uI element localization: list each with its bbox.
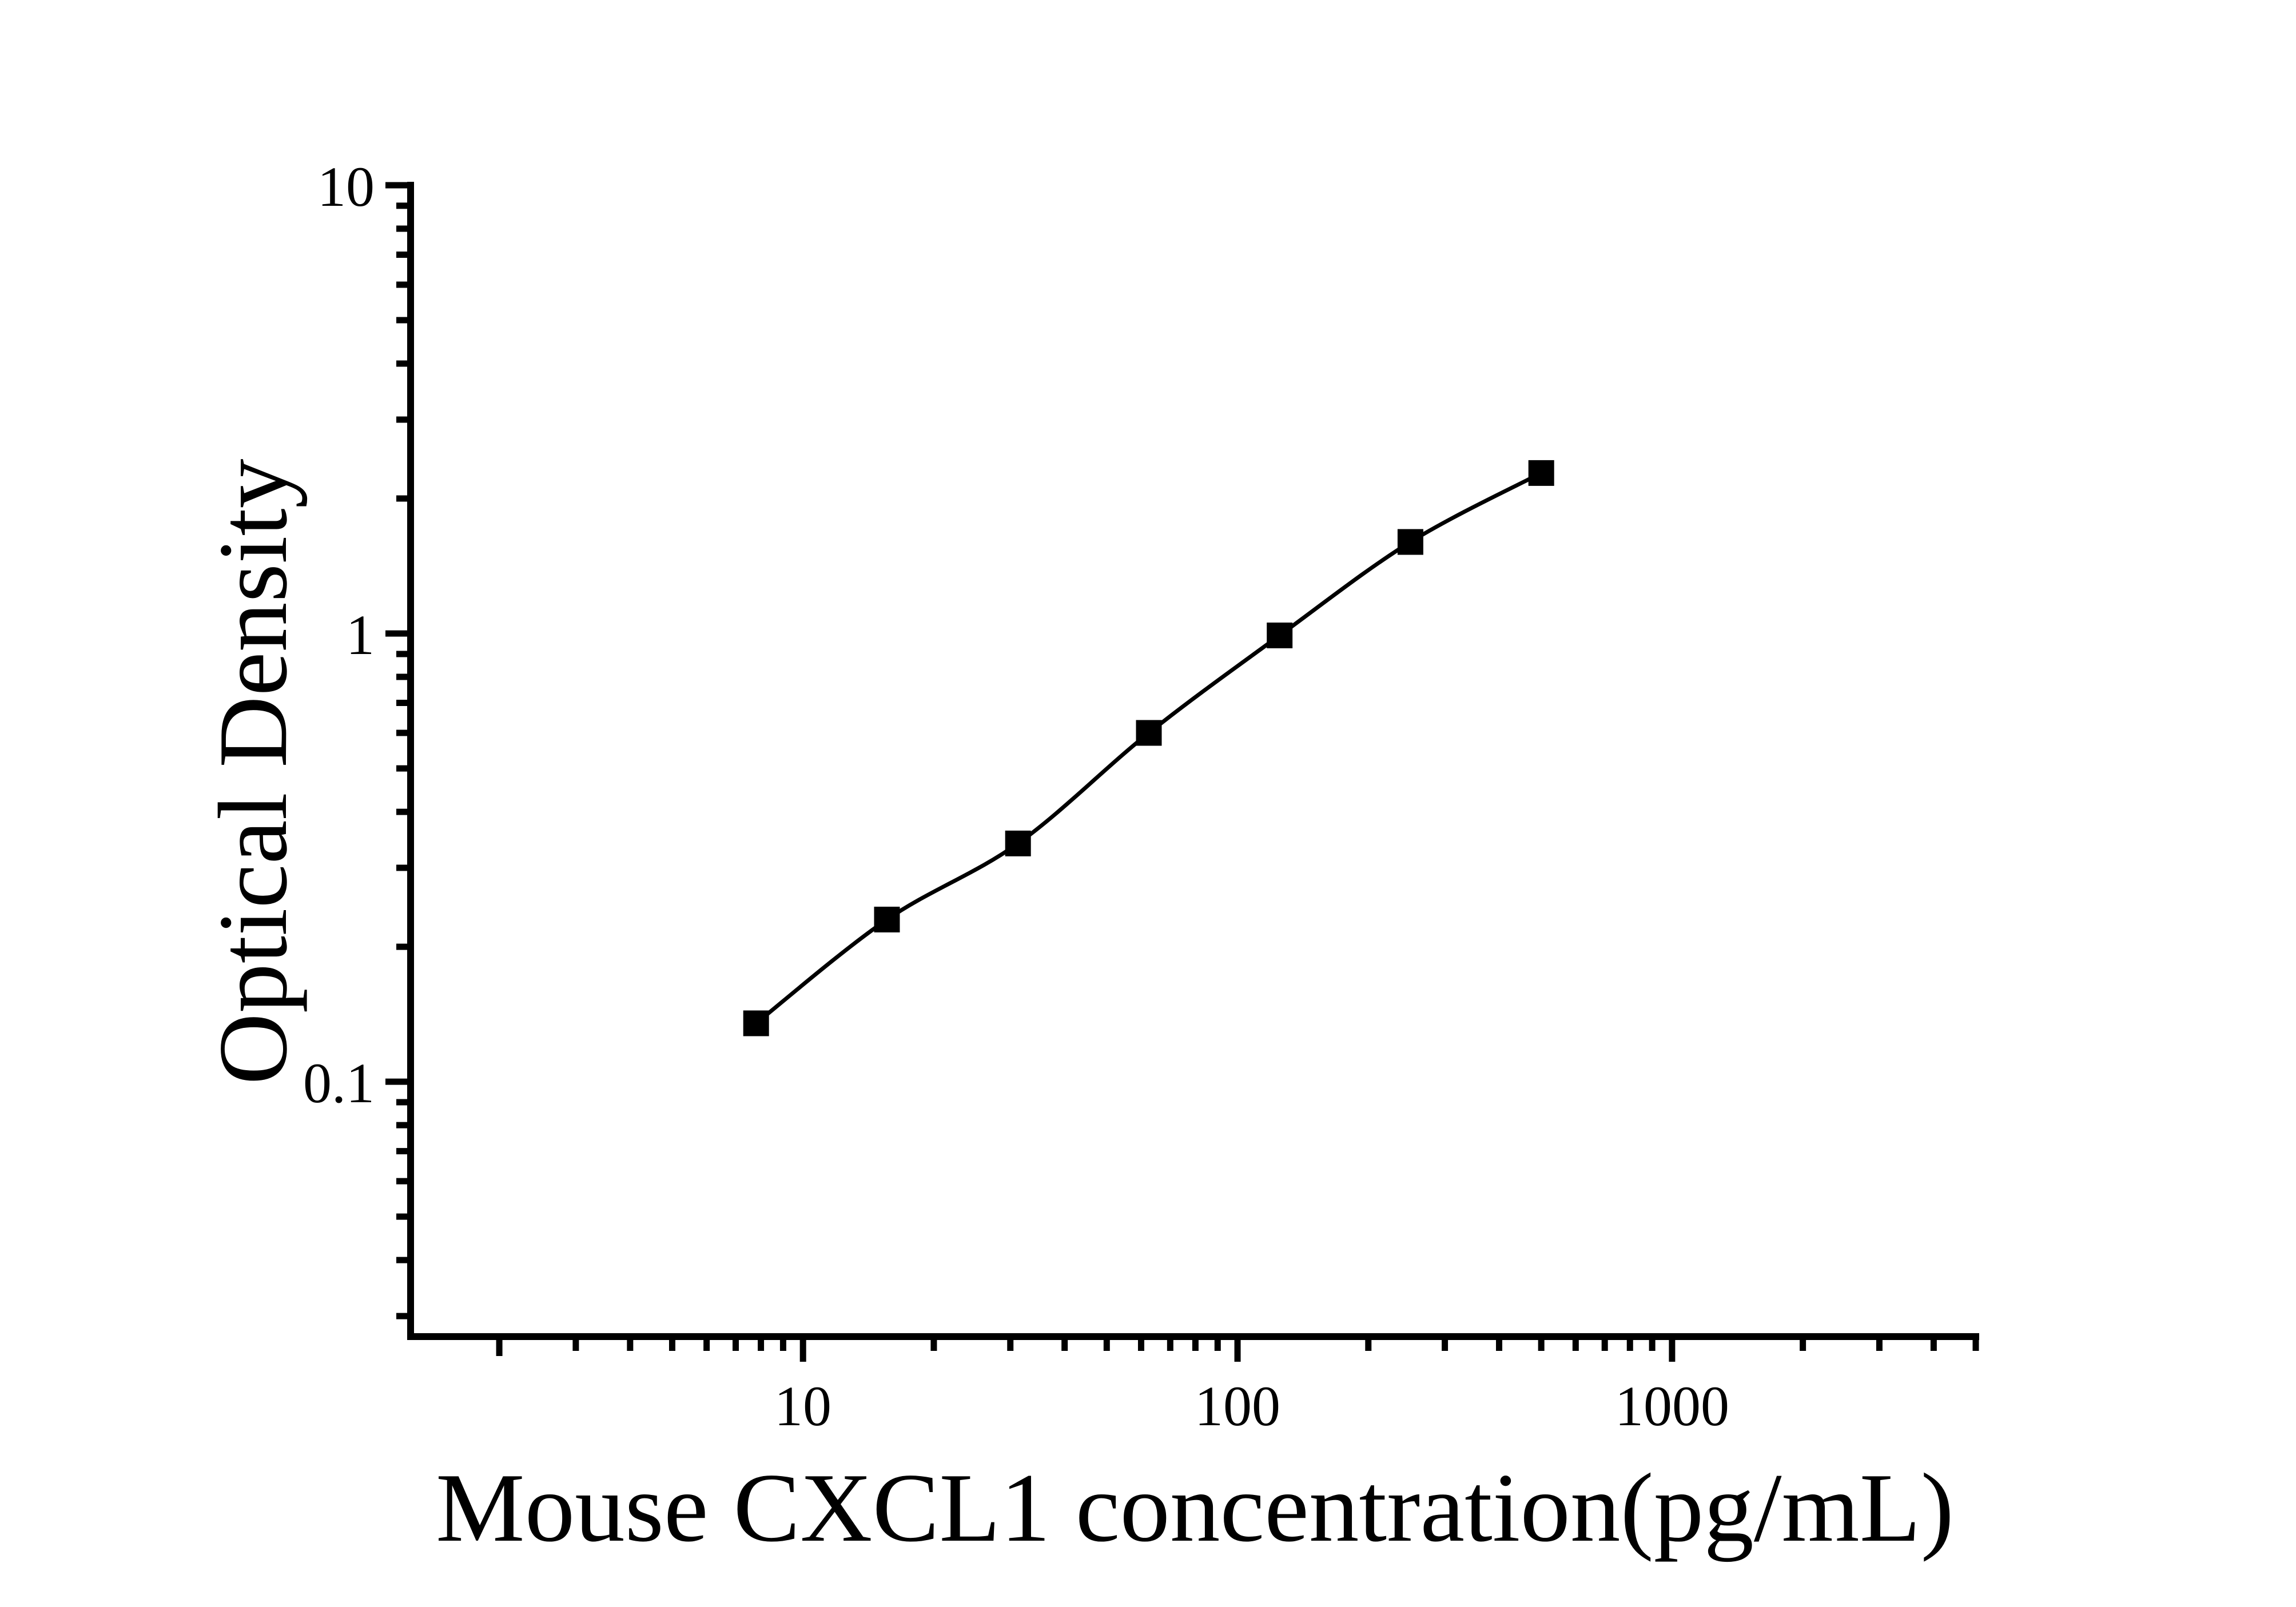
data-point-marker [1267, 623, 1293, 648]
x-tick-label-100: 100 [1195, 1374, 1280, 1438]
data-point-marker [1528, 460, 1554, 486]
curve-line [755, 471, 1542, 1025]
y-axis-ticks [385, 182, 411, 1319]
data-point-marker [874, 907, 900, 932]
y-tick-label-0p1: 0.1 [303, 1051, 375, 1115]
x-tick-label-1000: 1000 [1615, 1374, 1729, 1438]
x-axis-ticks [496, 1337, 1979, 1362]
y-axis-title: Optical Density [199, 459, 308, 1085]
data-point-marker [1397, 529, 1423, 555]
y-tick-label-1: 1 [346, 603, 375, 667]
axes [407, 182, 1979, 1340]
series-standard-curve [743, 460, 1554, 1036]
y-tick-label-10: 10 [317, 155, 375, 218]
x-axis-title: Mouse CXCL1 concentration(pg/mL) [436, 1454, 1954, 1562]
x-axis-tick-labels: 10 100 1000 [774, 1374, 1729, 1438]
data-point-marker [743, 1010, 769, 1036]
data-point-marker [1005, 830, 1031, 856]
y-axis-tick-labels: 10 1 0.1 [303, 155, 375, 1115]
data-point-marker [1136, 720, 1162, 746]
x-tick-label-10: 10 [774, 1374, 831, 1438]
